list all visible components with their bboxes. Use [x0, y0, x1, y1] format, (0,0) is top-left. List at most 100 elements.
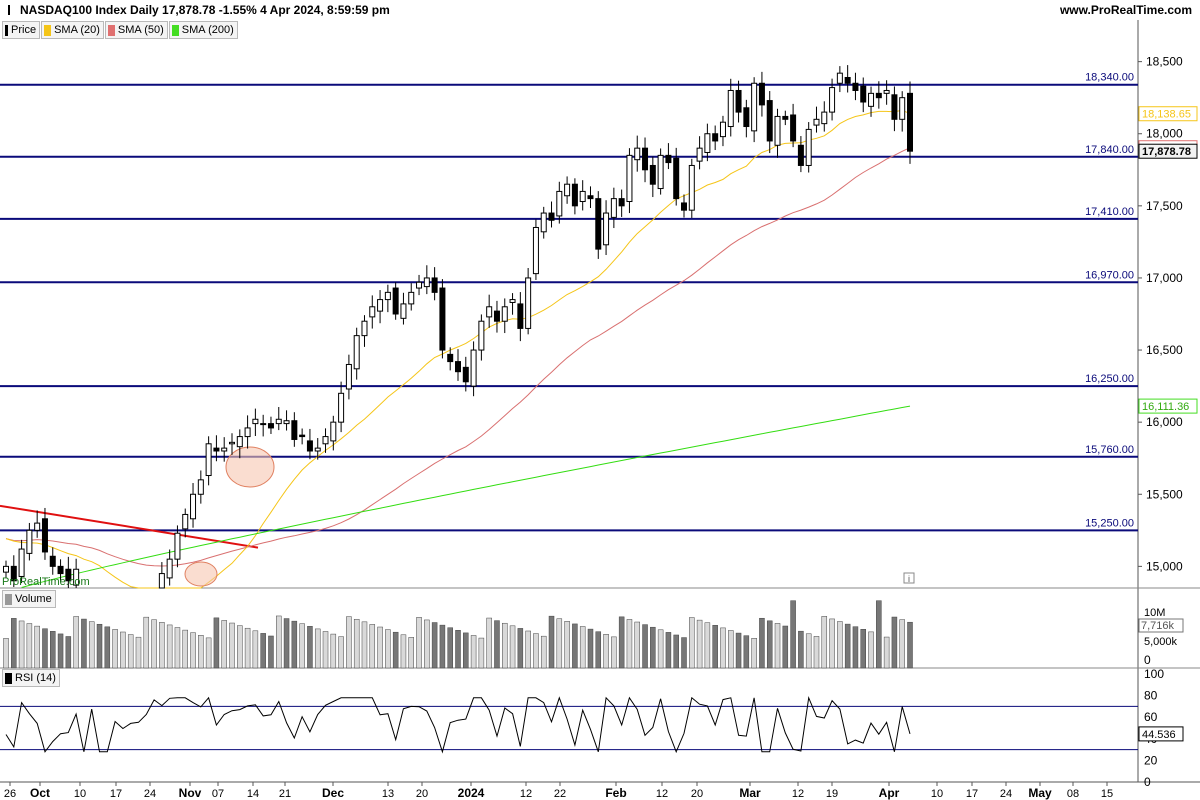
candle-body: [751, 82, 758, 132]
volume-bar: [891, 616, 898, 669]
candle-body: [891, 94, 898, 120]
time-tick-label: Dec: [322, 786, 344, 800]
trendline: [0, 504, 259, 549]
volume-bar: [400, 634, 407, 669]
candle-body: [73, 568, 80, 586]
candle-body: [836, 72, 843, 84]
candle-body: [236, 436, 243, 448]
candle-body: [384, 291, 391, 301]
volume-bar: [805, 633, 812, 669]
candle-body: [3, 565, 9, 573]
volume-bar: [774, 623, 781, 669]
volume-bars-group: [3, 600, 913, 669]
candle-body: [369, 306, 376, 318]
volume-bar: [408, 637, 414, 669]
volume-bar: [720, 627, 726, 669]
level-label: 18,340.00: [1085, 72, 1134, 84]
volume-bar: [548, 615, 555, 669]
volume-bar: [416, 617, 422, 669]
legend-sma200[interactable]: SMA (200): [168, 21, 238, 39]
volume-bar: [50, 631, 56, 669]
volume-bar: [494, 620, 500, 669]
time-tick-label: 15: [1101, 788, 1113, 800]
rsi-legend[interactable]: RSI (14): [2, 669, 60, 687]
sma200-swatch-icon: [171, 24, 179, 36]
candle-body: [868, 92, 875, 107]
volume-bar: [798, 630, 804, 669]
last-value-tag: [1138, 143, 1198, 159]
rsi-tick-label: 100: [1144, 667, 1164, 681]
candle-body: [719, 121, 726, 138]
volume-bar: [73, 616, 79, 669]
volume-bar: [81, 618, 87, 669]
level-label: 15,250.00: [1085, 517, 1134, 529]
volume-bar: [766, 620, 773, 669]
candle-body: [493, 310, 500, 322]
time-tick-label: 08: [1067, 788, 1079, 800]
legend-sma20[interactable]: SMA (20): [41, 21, 104, 39]
candle-body: [509, 299, 516, 303]
site-url[interactable]: www.ProRealTime.com: [1059, 3, 1192, 17]
volume-bar: [533, 633, 539, 669]
volume-bar: [587, 628, 594, 669]
candle-body: [408, 291, 415, 305]
volume-bar: [322, 631, 329, 669]
rsi-swatch-icon: [5, 672, 12, 684]
volume-bar: [127, 634, 134, 669]
candle-body: [626, 154, 633, 203]
candle-body: [681, 202, 687, 211]
time-tick-label: 17: [110, 788, 122, 800]
candle-body: [486, 306, 493, 318]
candle-body: [65, 568, 72, 582]
time-tick-label: 22: [554, 788, 566, 800]
volume-tick-label: 10M: [1144, 607, 1165, 619]
time-tick-label: Oct: [30, 786, 50, 800]
volume-label: Volume: [15, 593, 52, 605]
candle-body: [49, 555, 56, 567]
candle-body: [532, 226, 539, 275]
price-swatch-icon: [5, 24, 8, 36]
volume-legend[interactable]: Volume: [2, 590, 56, 608]
volume-bar: [689, 617, 695, 669]
level-label: 17,410.00: [1085, 206, 1134, 218]
candle-body: [548, 212, 555, 221]
price-tick-label: 15,500: [1146, 487, 1183, 501]
candle-body: [221, 447, 228, 452]
volume-bar: [595, 631, 602, 669]
time-tick-label: 20: [416, 788, 428, 800]
candle-body: [829, 87, 836, 113]
time-tick-label: 24: [144, 788, 156, 800]
volume-bar: [112, 629, 118, 669]
volume-bar: [18, 620, 25, 669]
candle-body: [353, 335, 360, 370]
legend-sma50[interactable]: SMA (50): [104, 21, 168, 39]
volume-bar: [346, 616, 352, 669]
candle-body: [392, 287, 399, 315]
candle-body: [416, 281, 423, 289]
candle-body: [182, 513, 189, 530]
time-tick-label: Nov: [179, 786, 202, 800]
candle-body: [197, 479, 204, 495]
candle-body: [579, 190, 586, 203]
volume-bar: [603, 634, 609, 669]
legend-price[interactable]: Price: [2, 21, 41, 39]
volume-bar: [283, 618, 290, 669]
candle-icon: [8, 5, 17, 15]
candle-body: [260, 423, 267, 426]
volume-bar: [728, 630, 734, 669]
legend-sma200-label: SMA (200): [181, 24, 234, 36]
candle-body: [283, 420, 290, 425]
time-tick-label: 21: [279, 788, 291, 800]
level-label: 15,760.00: [1085, 444, 1134, 456]
candle-body: [377, 299, 384, 312]
volume-bar: [883, 636, 890, 669]
candle-body: [478, 320, 485, 351]
volume-bar: [120, 631, 126, 669]
candle-body: [790, 114, 797, 142]
volume-bar: [860, 629, 866, 669]
time-tick-label: Apr: [879, 786, 900, 800]
candle-body: [213, 447, 220, 452]
volume-bar: [96, 623, 103, 669]
volume-swatch-icon: [5, 593, 12, 605]
